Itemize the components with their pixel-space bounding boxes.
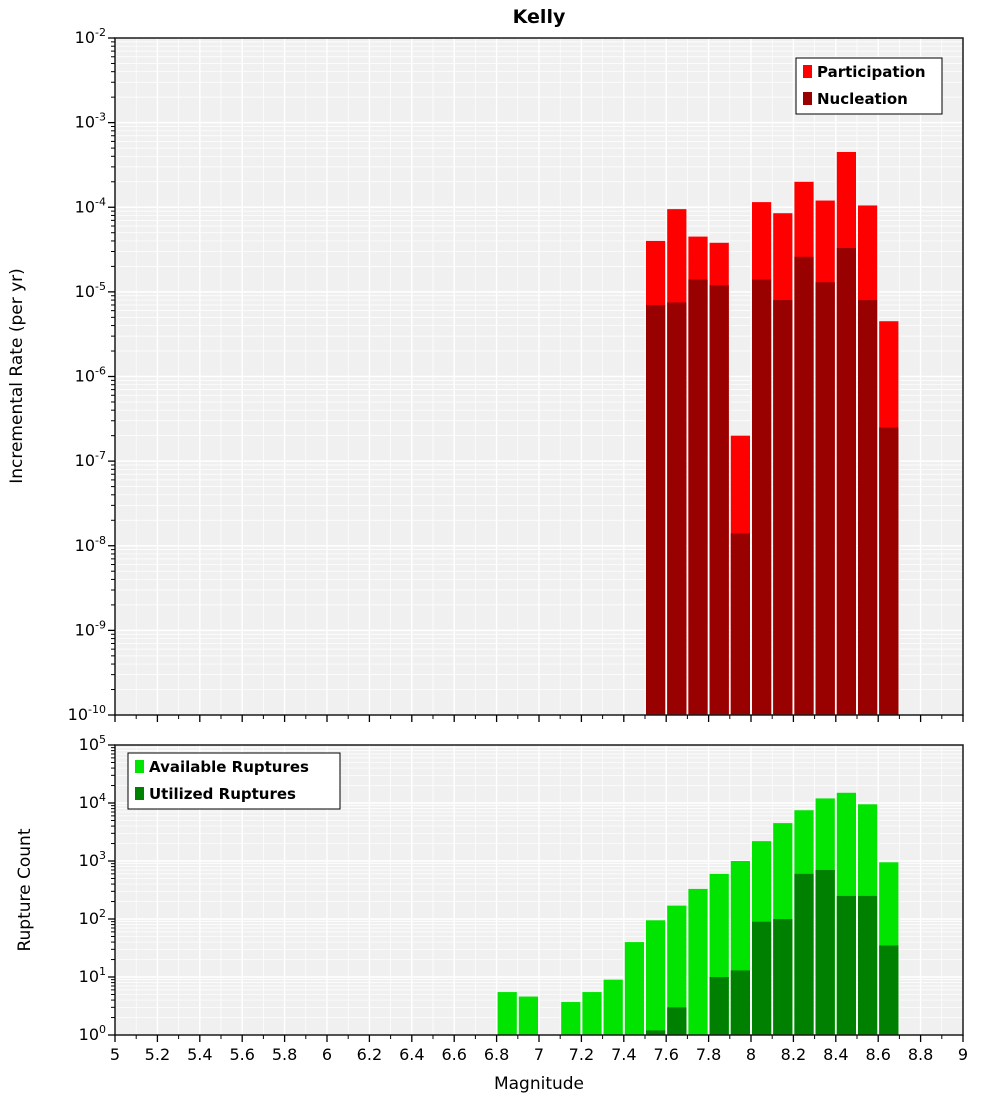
y-tick-label: 101	[79, 965, 106, 986]
y-tick-label: 103	[79, 849, 106, 870]
top-y-axis-label: Incremental Rate (per yr)	[7, 268, 27, 484]
legend-marker-available-ruptures	[135, 760, 144, 773]
y-tick-label: 10-10	[68, 703, 106, 724]
bar-available-ruptures	[667, 905, 687, 1035]
x-tick-label: 6	[322, 1045, 332, 1064]
legend-box	[795, 57, 943, 115]
bottom-panel-rupture-count: 5 5.2 5.4 5.6 5.8 6 6.2 6.4 6.6 6.8 7 7.2 7.4 7.6 7.8 8…	[79, 733, 968, 1064]
legend-label-utilized-ruptures: Utilized Ruptures	[149, 785, 296, 803]
bar-nucleation	[709, 285, 729, 715]
bar-utilized-ruptures	[858, 895, 878, 1035]
x-tick-label: 8	[746, 1045, 756, 1064]
y-tick-label: 10-8	[75, 534, 106, 555]
y-tick-label: 10-2	[75, 26, 106, 47]
top-panel-incremental-rate: 10-2 10-3 10-4 10-5 10-6 10-7 10-8 10-9 10-10	[68, 26, 964, 724]
bar-available-ruptures	[624, 942, 644, 1035]
x-tick-label: 5.8	[272, 1045, 297, 1064]
x-tick-label: 8.2	[781, 1045, 806, 1064]
y-tick-label: 105	[79, 733, 106, 754]
x-tick-label: 5.6	[229, 1045, 254, 1064]
x-axis-label: Magnitude	[494, 1074, 584, 1094]
bar-nucleation	[858, 300, 878, 715]
x-tick-label: 6.4	[399, 1045, 424, 1064]
bar-available-ruptures	[518, 996, 538, 1035]
bar-utilized-ruptures	[667, 1007, 687, 1035]
bar-nucleation	[794, 256, 814, 715]
legend-marker-participation	[803, 65, 812, 78]
bottom-y-axis-label: Rupture Count	[15, 828, 35, 951]
legend-box	[127, 752, 341, 810]
x-tick-label: 8.6	[865, 1045, 890, 1064]
x-tick-label: 5.2	[145, 1045, 170, 1064]
bar-utilized-ruptures	[836, 895, 856, 1035]
x-tick-label: 7.4	[611, 1045, 636, 1064]
x-tick-label: 7.2	[569, 1045, 594, 1064]
x-tick-label: 8.8	[908, 1045, 933, 1064]
x-tick-label: 7.6	[653, 1045, 678, 1064]
legend-label-nucleation: Nucleation	[817, 90, 908, 108]
bar-utilized-ruptures	[879, 945, 899, 1035]
x-tick-label: 5	[110, 1045, 120, 1064]
bar-utilized-ruptures	[773, 919, 793, 1035]
bar-nucleation	[879, 427, 899, 715]
x-tick-label: 6.2	[357, 1045, 382, 1064]
bar-utilized-ruptures	[646, 1030, 666, 1035]
y-tick-label: 10-6	[75, 365, 106, 386]
bar-nucleation	[667, 302, 687, 715]
bar-nucleation	[752, 279, 772, 715]
legend-ruptures: Available Ruptures Utilized Ruptures	[127, 752, 341, 810]
x-tick-label: 7	[534, 1045, 544, 1064]
y-tick-label: 10-5	[75, 280, 106, 301]
y-tick-label: 10-4	[75, 195, 106, 216]
x-tick-label: 8.4	[823, 1045, 848, 1064]
y-tick-label: 104	[79, 791, 106, 812]
bar-nucleation	[646, 304, 666, 715]
bar-nucleation	[815, 282, 835, 715]
bar-utilized-ruptures	[752, 921, 772, 1035]
legend-marker-nucleation	[803, 92, 812, 105]
y-tick-label: 10-3	[75, 111, 106, 132]
x-tick-label: 5.4	[187, 1045, 212, 1064]
bar-utilized-ruptures	[730, 970, 750, 1035]
bar-available-ruptures	[561, 1002, 581, 1035]
y-tick-label: 102	[79, 907, 106, 928]
x-tick-label: 6.8	[484, 1045, 509, 1064]
legend-label-participation: Participation	[817, 63, 926, 81]
bar-utilized-ruptures	[815, 869, 835, 1035]
x-tick-label: 6.6	[441, 1045, 466, 1064]
y-tick-label: 10-7	[75, 449, 106, 470]
bar-nucleation	[836, 247, 856, 715]
legend-marker-utilized-ruptures	[135, 787, 144, 800]
bar-nucleation	[773, 300, 793, 715]
bar-available-ruptures	[688, 888, 708, 1035]
bar-nucleation	[688, 279, 708, 715]
bar-available-ruptures	[603, 979, 623, 1035]
bar-available-ruptures	[582, 992, 602, 1035]
y-tick-label: 100	[79, 1023, 106, 1044]
y-tick-label: 10-9	[75, 618, 106, 639]
x-tick-label: 7.8	[696, 1045, 721, 1064]
bar-available-ruptures	[646, 920, 666, 1035]
bar-available-ruptures	[497, 992, 517, 1035]
bar-utilized-ruptures	[709, 977, 729, 1035]
legend-label-available-ruptures: Available Ruptures	[149, 758, 309, 776]
bar-nucleation	[730, 533, 750, 715]
legend-participation-nucleation: Participation Nucleation	[795, 57, 943, 115]
x-tick-label: 9	[958, 1045, 968, 1064]
bar-utilized-ruptures	[794, 873, 814, 1035]
chart-title: Kelly	[513, 6, 566, 28]
